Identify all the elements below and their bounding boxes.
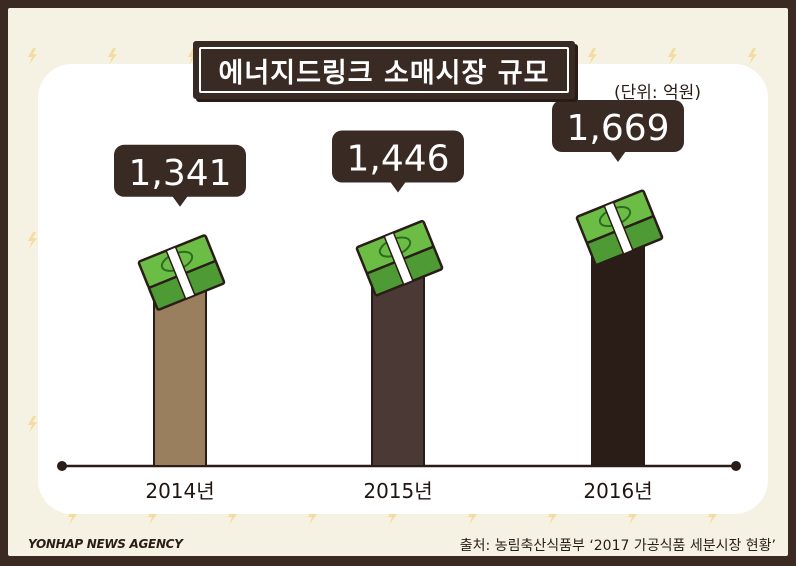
lightning-icon bbox=[708, 508, 717, 525]
lightning-icon bbox=[668, 48, 677, 65]
category-label-1: 2014년 bbox=[145, 479, 214, 503]
lightning-icon bbox=[228, 508, 237, 525]
money-stack-icon bbox=[355, 219, 444, 297]
title-banner: 에너지드링크 소매시장 규모 bbox=[193, 41, 575, 99]
agency-logo: YONHAP NEWS AGENCY bbox=[28, 537, 183, 551]
value-label-3: 1,669 bbox=[566, 108, 669, 149]
lightning-icon bbox=[748, 48, 757, 65]
lightning-icon bbox=[68, 508, 77, 525]
lightning-icon bbox=[308, 508, 317, 525]
unit-label: (단위: 억원) bbox=[614, 83, 701, 103]
lightning-icon bbox=[28, 416, 37, 433]
bar-chart: 1,341 2014년 1,446 2015년 1,669 2016년 bbox=[57, 100, 741, 503]
lightning-icon bbox=[468, 508, 477, 525]
bar-2 bbox=[371, 267, 425, 467]
lightning-icon bbox=[28, 48, 37, 65]
bar-group-1: 1,341 2014년 bbox=[114, 144, 246, 503]
lightning-icon bbox=[188, 48, 197, 65]
axis-start-dot bbox=[57, 461, 67, 471]
bar-group-2: 1,446 2015년 bbox=[332, 130, 464, 503]
source-note: 출처: 농림축산식품부 ‘2017 가공식품 세분시장 현황’ bbox=[459, 538, 776, 554]
value-label-2: 1,446 bbox=[346, 138, 449, 179]
value-callout-2: 1,446 bbox=[332, 130, 464, 193]
bar-group-3: 1,669 2016년 bbox=[552, 100, 684, 503]
value-callout-1: 1,341 bbox=[114, 144, 246, 207]
value-callout-3: 1,669 bbox=[552, 100, 684, 162]
lightning-icon bbox=[28, 232, 37, 249]
chart-title: 에너지드링크 소매시장 규모 bbox=[199, 47, 569, 93]
lightning-icon bbox=[108, 48, 117, 65]
bar-3 bbox=[591, 237, 645, 467]
infographic: 1,341 2014년 1,446 2015년 1,669 2016년 에너지드링크 소매… bbox=[8, 8, 788, 556]
money-stack-icon bbox=[137, 234, 226, 311]
lightning-icon bbox=[388, 508, 397, 525]
lightning-icon bbox=[588, 48, 597, 65]
bar-1 bbox=[153, 281, 207, 468]
money-stack-icon bbox=[575, 189, 664, 266]
lightning-icon bbox=[628, 508, 637, 525]
value-label-1: 1,341 bbox=[128, 153, 231, 194]
lightning-icon bbox=[548, 508, 557, 525]
lightning-icon bbox=[148, 508, 157, 525]
axis-end-dot bbox=[731, 461, 741, 471]
category-label-2: 2015년 bbox=[363, 479, 432, 503]
category-label-3: 2016년 bbox=[583, 479, 652, 503]
